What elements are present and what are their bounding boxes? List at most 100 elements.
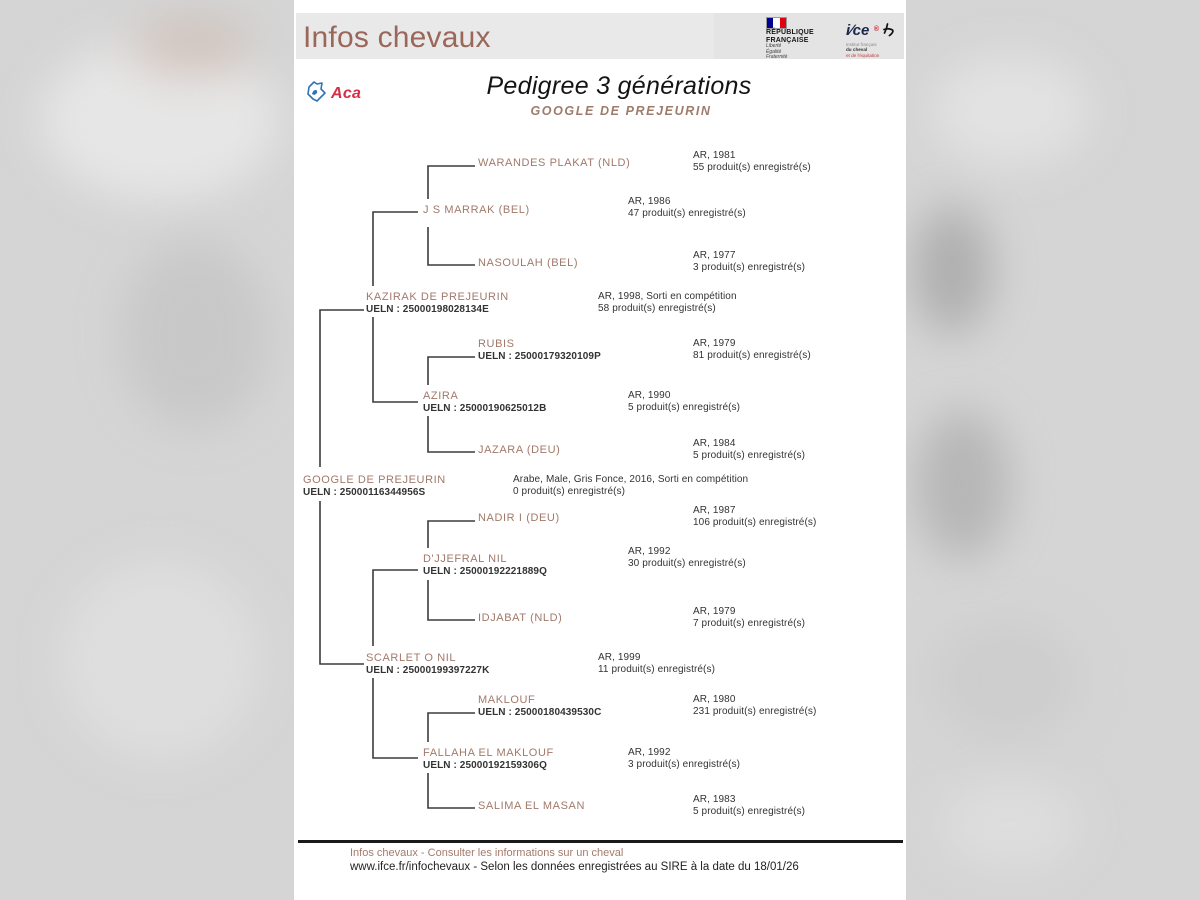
- backdrop-blob: [60, 560, 260, 760]
- horse-offspring-count: 58 produit(s) enregistré(s): [598, 303, 716, 314]
- ifce-sub-line2: du cheval: [846, 47, 868, 53]
- horse-offspring-count: 5 produit(s) enregistré(s): [693, 806, 806, 817]
- horse-details: AR, 1979: [693, 338, 736, 349]
- backdrop-blob: [912, 205, 992, 335]
- horse-name: NASOULAH (BEL): [478, 257, 579, 269]
- backdrop-blob: [40, 40, 280, 200]
- footer-source-note: www.ifce.fr/infochevaux - Selon les donn…: [350, 861, 799, 873]
- footer-divider: [298, 840, 903, 843]
- pedigree-info-j-s-marrak: AR, 1986 47 produit(s) enregistré(s): [628, 196, 746, 220]
- horse-name: FALLAHA EL MAKLOUF: [423, 747, 554, 759]
- horse-name: D'JJEFRAL NIL: [423, 553, 508, 565]
- horse-details: AR, 1980: [693, 694, 736, 705]
- app-title: Infos chevaux: [303, 21, 491, 54]
- pedigree-node-salima-el-masan: SALIMA EL MASAN: [476, 800, 588, 813]
- horse-name: RUBIS: [478, 338, 515, 350]
- horse-name: IDJABAT (NLD): [478, 612, 563, 624]
- horse-offspring-count: 30 produit(s) enregistré(s): [628, 558, 746, 569]
- ifce-sub-line3: et de l'équitation: [846, 52, 880, 58]
- horse-offspring-count: 11 produit(s) enregistré(s): [598, 664, 716, 675]
- horse-details: AR, 1998, Sorti en compétition: [598, 291, 737, 302]
- pedigree-info-rubis: AR, 1979 81 produit(s) enregistré(s): [693, 338, 811, 362]
- horse-ueln: UELN : 25000179320109P: [478, 351, 601, 362]
- pedigree-node-nasoulah: NASOULAH (BEL): [476, 257, 581, 270]
- pedigree-info-salima-el-masan: AR, 1983 5 produit(s) enregistré(s): [693, 794, 805, 818]
- ifce-horse-icon: [883, 23, 895, 42]
- horse-ueln: UELN : 25000192221889Q: [423, 566, 547, 577]
- horse-details: AR, 1990: [628, 390, 671, 401]
- horse-details: AR, 1983: [693, 794, 736, 805]
- gov-motto-egalite: Égalité: [766, 48, 782, 55]
- pedigree-info-idjabat: AR, 1979 7 produit(s) enregistré(s): [693, 606, 805, 630]
- gov-logo-line1: RÉPUBLIQUE: [766, 29, 814, 36]
- pedigree-node-idjabat: IDJABAT (NLD): [476, 612, 565, 625]
- pedigree-connector-lines: [319, 165, 475, 809]
- aca-france-horse-icon: [303, 80, 329, 108]
- ifce-sub-line1: institut français: [846, 42, 877, 47]
- horse-offspring-count: 231 produit(s) enregistré(s): [693, 706, 817, 717]
- horse-details: AR, 1977: [693, 250, 736, 261]
- aca-logo: Aca: [303, 80, 361, 108]
- horse-offspring-count: 106 produit(s) enregistré(s): [693, 517, 817, 528]
- horse-details: Arabe, Male, Gris Fonce, 2016, Sorti en …: [513, 474, 749, 485]
- horse-details: AR, 1992: [628, 747, 671, 758]
- ifce-wordmark: i∕ce: [846, 22, 870, 39]
- backdrop-blob: [915, 410, 1010, 560]
- horse-name: WARANDES PLAKAT (NLD): [478, 157, 631, 169]
- horse-offspring-count: 5 produit(s) enregistré(s): [693, 450, 806, 461]
- horse-offspring-count: 55 produit(s) enregistré(s): [693, 162, 811, 173]
- horse-ueln: UELN : 25000198028134E: [366, 304, 489, 315]
- horse-offspring-count: 47 produit(s) enregistré(s): [628, 208, 746, 219]
- horse-details: AR, 1999: [598, 652, 641, 663]
- document-title: Pedigree 3 générations: [486, 72, 752, 100]
- pedigree-node-warandes-plakat: WARANDES PLAKAT (NLD): [476, 157, 633, 170]
- horse-details: AR, 1986: [628, 196, 671, 207]
- horse-details: AR, 1984: [693, 438, 736, 449]
- pedigree-node-djjefral-nil: D'JJEFRAL NIL UELN : 25000192221889Q: [421, 553, 549, 578]
- header-logo-panel: [714, 13, 904, 59]
- horse-offspring-count: 0 produit(s) enregistré(s): [513, 486, 626, 497]
- document-subtitle: GOOGLE DE PREJEURIN: [530, 104, 712, 118]
- pedigree-node-maklouf: MAKLOUF UELN : 25000180439530C: [476, 694, 604, 719]
- horse-name: NADIR I (DEU): [478, 512, 560, 524]
- pedigree-node-azira: AZIRA UELN : 25000190625012B: [421, 390, 549, 415]
- backdrop-blob: [940, 780, 1080, 870]
- pedigree-info-google-de-prejeurin: Arabe, Male, Gris Fonce, 2016, Sorti en …: [513, 474, 748, 498]
- pedigree-node-google-de-prejeurin: GOOGLE DE PREJEURIN UELN : 2500011634495…: [301, 474, 448, 499]
- pedigree-node-scarlet-o-nil: SCARLET O NIL UELN : 25000199397227K: [364, 652, 492, 677]
- horse-offspring-count: 81 produit(s) enregistré(s): [693, 350, 811, 361]
- horse-ueln: UELN : 25000116344956S: [303, 487, 426, 498]
- pedigree-node-rubis: RUBIS UELN : 25000179320109P: [476, 338, 603, 363]
- footer-caption: Infos chevaux - Consulter les informatio…: [350, 847, 624, 859]
- horse-name: KAZIRAK DE PREJEURIN: [366, 291, 509, 303]
- pedigree-node-kazirak-de-prejeurin: KAZIRAK DE PREJEURIN UELN : 250001980281…: [364, 291, 511, 316]
- pedigree-node-j-s-marrak: J S MARRAK (BEL): [421, 204, 532, 217]
- pedigree-info-azira: AR, 1990 5 produit(s) enregistré(s): [628, 390, 740, 414]
- horse-name: AZIRA: [423, 390, 459, 402]
- pedigree-node-nadir-i: NADIR I (DEU): [476, 512, 562, 525]
- pedigree-info-maklouf: AR, 1980 231 produit(s) enregistré(s): [693, 694, 816, 718]
- horse-name: SCARLET O NIL: [366, 652, 457, 664]
- horse-name: J S MARRAK (BEL): [423, 204, 530, 216]
- backdrop-blob: [930, 55, 1090, 165]
- horse-offspring-count: 7 produit(s) enregistré(s): [693, 618, 806, 629]
- horse-offspring-count: 5 produit(s) enregistré(s): [628, 402, 741, 413]
- horse-name: GOOGLE DE PREJEURIN: [303, 474, 446, 486]
- pedigree-info-nasoulah: AR, 1977 3 produit(s) enregistré(s): [693, 250, 805, 274]
- registered-trademark-icon: ®: [873, 26, 879, 33]
- horse-offspring-count: 3 produit(s) enregistré(s): [628, 759, 741, 770]
- pedigree-node-jazara: JAZARA (DEU): [476, 444, 563, 457]
- horse-details: AR, 1987: [693, 505, 736, 516]
- horse-details: AR, 1981: [693, 150, 736, 161]
- backdrop-blob: [120, 240, 270, 430]
- horse-ueln: UELN : 25000192159306Q: [423, 760, 547, 771]
- backdrop-blob: [930, 620, 1080, 740]
- horse-details: AR, 1992: [628, 546, 671, 557]
- pedigree-node-fallaha-el-maklouf: FALLAHA EL MAKLOUF UELN : 25000192159306…: [421, 747, 556, 772]
- pedigree-info-djjefral-nil: AR, 1992 30 produit(s) enregistré(s): [628, 546, 746, 570]
- pedigree-info-fallaha-el-maklouf: AR, 1992 3 produit(s) enregistré(s): [628, 747, 740, 771]
- gov-logo-line2: FRANÇAISE: [766, 36, 809, 44]
- ifce-logo: i∕ce ® institut français du cheval et de…: [846, 22, 904, 58]
- horse-offspring-count: 3 produit(s) enregistré(s): [693, 262, 806, 273]
- gov-motto-liberte: Liberté: [766, 43, 782, 49]
